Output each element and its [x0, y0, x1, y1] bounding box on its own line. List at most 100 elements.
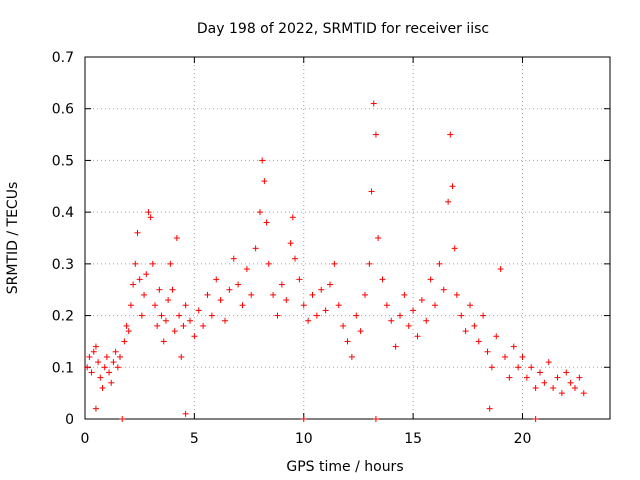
- data-point: [379, 276, 386, 283]
- y-tick-label: 0: [65, 412, 74, 428]
- data-point: [119, 416, 126, 422]
- data-point: [309, 291, 316, 298]
- data-point: [92, 343, 99, 350]
- data-point: [475, 338, 482, 345]
- data-point: [235, 281, 242, 288]
- data-point: [99, 384, 106, 391]
- data-point: [138, 312, 145, 319]
- data-point: [368, 188, 375, 195]
- data-point: [270, 291, 277, 298]
- y-tick-label: 0.6: [52, 102, 74, 118]
- data-point: [572, 384, 578, 391]
- data-point: [145, 209, 152, 216]
- data-point: [462, 328, 469, 335]
- data-point: [239, 302, 246, 309]
- data-point: [523, 374, 530, 381]
- data-point: [101, 364, 108, 371]
- data-point: [208, 312, 215, 319]
- data-point: [392, 343, 399, 350]
- data-point: [292, 255, 298, 262]
- data-point: [154, 322, 161, 329]
- data-point: [401, 291, 408, 298]
- data-point: [88, 369, 95, 376]
- data-point: [274, 312, 281, 319]
- data-point: [261, 178, 268, 185]
- data-point: [423, 317, 430, 324]
- x-tick-label: 10: [295, 431, 313, 447]
- data-point: [117, 353, 123, 360]
- data-point: [160, 338, 167, 345]
- data-point: [123, 322, 130, 329]
- data-point: [114, 364, 121, 371]
- data-point: [510, 343, 517, 350]
- data-point: [484, 348, 491, 355]
- data-point: [440, 286, 447, 293]
- y-tick-label: 0.7: [52, 50, 74, 66]
- data-point: [265, 260, 272, 267]
- data-point: [248, 291, 255, 298]
- data-point: [136, 276, 143, 283]
- data-point: [348, 353, 355, 360]
- y-tick-label: 0.3: [52, 257, 74, 273]
- data-point: [370, 100, 377, 107]
- data-point: [449, 183, 456, 190]
- y-tick-label: 0.1: [52, 360, 74, 376]
- data-point: [375, 235, 382, 241]
- data-point: [287, 240, 294, 247]
- data-point: [257, 209, 263, 216]
- data-point: [125, 328, 132, 335]
- data-point: [537, 369, 543, 376]
- data-point: [252, 245, 259, 252]
- x-axis-label: GPS time / hours: [286, 459, 403, 475]
- data-point: [519, 353, 526, 360]
- data-point: [567, 379, 574, 386]
- data-point: [366, 260, 373, 267]
- data-point: [158, 312, 165, 319]
- data-point: [121, 338, 128, 345]
- y-tick-label: 0.2: [52, 309, 74, 325]
- data-point: [230, 255, 237, 262]
- data-point: [182, 302, 189, 309]
- data-point: [97, 374, 104, 381]
- data-point: [545, 359, 552, 366]
- data-point: [447, 131, 454, 138]
- data-point: [92, 405, 99, 412]
- data-point: [432, 302, 438, 309]
- data-point: [300, 416, 307, 422]
- data-point: [180, 322, 187, 329]
- data-point: [162, 317, 169, 324]
- data-point: [217, 297, 224, 304]
- data-point: [200, 322, 207, 329]
- data-point: [283, 297, 290, 304]
- y-tick-label: 0.5: [52, 153, 74, 169]
- data-point: [318, 286, 325, 293]
- data-point: [263, 219, 270, 226]
- data-point: [322, 307, 329, 314]
- data-point: [327, 281, 333, 288]
- plot-frame: [84, 56, 611, 420]
- data-point: [90, 348, 97, 355]
- x-tick-label: 0: [81, 431, 90, 447]
- data-point: [576, 374, 583, 381]
- data-point: [156, 286, 163, 293]
- data-point: [95, 359, 102, 366]
- data-point: [243, 266, 250, 273]
- data-point: [110, 359, 117, 366]
- data-point: [436, 260, 443, 267]
- data-point: [335, 302, 342, 309]
- data-point: [103, 353, 110, 360]
- data-point: [112, 348, 119, 355]
- data-point: [451, 245, 458, 252]
- data-point: [506, 374, 513, 381]
- data-point: [405, 322, 412, 329]
- data-point: [226, 286, 233, 293]
- data-point: [191, 333, 198, 340]
- data-point: [467, 302, 473, 309]
- data-point: [296, 276, 303, 283]
- data-point: [414, 333, 421, 340]
- data-point: [528, 364, 535, 371]
- data-point: [344, 338, 351, 345]
- data-point: [493, 333, 500, 340]
- data-point: [563, 369, 570, 376]
